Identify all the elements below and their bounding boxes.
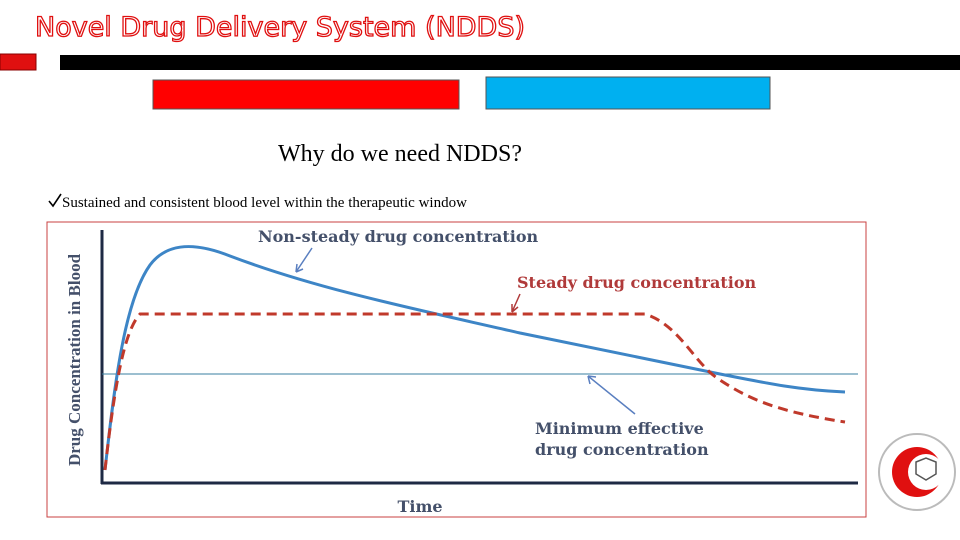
arrow — [295, 247, 313, 273]
non-steady-curve — [103, 244, 846, 471]
bullet: Sustained and consistent blood level wit… — [62, 195, 467, 211]
mec-label-1: Minimum effective — [535, 419, 704, 438]
blue-block — [485, 76, 771, 110]
red-tab — [0, 53, 37, 71]
steady-label: Steady drug concentration — [517, 273, 756, 292]
heading: Why do we need NDDS? — [278, 141, 522, 167]
figure-frame — [46, 221, 867, 518]
y-label: Drug Concentration in Blood — [65, 253, 84, 466]
x-label: Time — [397, 497, 442, 516]
steady-curve — [103, 312, 846, 471]
mec-label-2: drug concentration — [535, 440, 709, 459]
arrow — [511, 293, 521, 313]
arrow — [587, 375, 636, 415]
slide-title: Novel Drug Delivery System (NDDS) — [35, 12, 525, 43]
red-block — [152, 79, 460, 110]
logo — [878, 433, 956, 511]
non-steady-label: Non-steady drug concentration — [258, 227, 539, 246]
figure: Non-steady drug concentration Steady dru… — [46, 221, 867, 518]
black-bar — [60, 55, 960, 70]
logo-emblem — [915, 457, 937, 481]
logo-cut — [908, 454, 944, 490]
check-icon — [48, 193, 62, 208]
